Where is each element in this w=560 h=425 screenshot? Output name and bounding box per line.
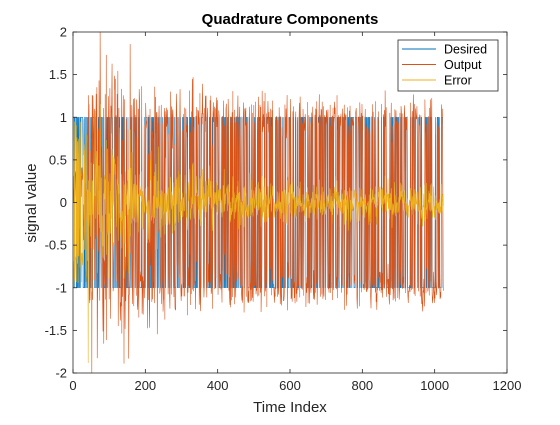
y-tick-label: 2 xyxy=(60,25,67,40)
y-tick-label: -2 xyxy=(55,366,67,381)
x-axis-label: Time Index xyxy=(253,399,327,416)
x-tick-label: 800 xyxy=(351,378,373,393)
chart-title: Quadrature Components xyxy=(202,11,379,28)
x-tick-label: 1200 xyxy=(493,378,522,393)
y-tick-label: 1 xyxy=(60,110,67,125)
y-tick-label: 0.5 xyxy=(49,152,67,167)
x-tick-label: 600 xyxy=(279,378,301,393)
y-axis-label: signal value xyxy=(23,163,40,242)
y-tick-label: 0 xyxy=(60,195,67,210)
series-line-error xyxy=(73,104,444,364)
ticks-layer: 0 200 400 600 800 1000 1200 -2 -1.5 -1 -0.5 0 0.5 1 1.… xyxy=(45,25,522,394)
legend-label-output: Output xyxy=(444,58,482,72)
legend-label-error: Error xyxy=(444,74,472,88)
x-tick-label: 1000 xyxy=(420,378,449,393)
legend-label-desired: Desired xyxy=(444,43,487,57)
y-tick-label: -1.5 xyxy=(45,323,67,338)
x-tick-label: 200 xyxy=(134,378,156,393)
y-tick-label: 1.5 xyxy=(49,67,67,82)
y-tick-label: -0.5 xyxy=(45,238,67,253)
y-tick-label: -1 xyxy=(55,280,67,295)
series-layer xyxy=(73,31,444,374)
x-tick-label: 0 xyxy=(69,378,76,393)
x-tick-label: 400 xyxy=(207,378,229,393)
